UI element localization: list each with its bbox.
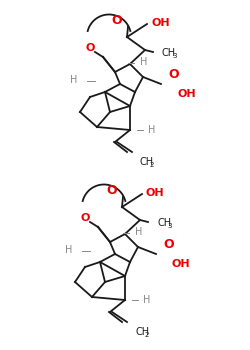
Text: OH: OH [146,188,165,198]
Text: CH: CH [135,327,149,337]
Text: OH: OH [151,18,170,28]
Text: O: O [112,14,122,28]
Text: 2: 2 [145,332,150,338]
Text: OH: OH [172,259,191,269]
Text: OH: OH [177,89,196,99]
Text: O: O [169,69,179,82]
Text: H: H [64,245,72,255]
Text: 2: 2 [150,162,154,168]
Text: CH: CH [162,48,176,58]
Text: H: H [140,57,147,67]
Text: H: H [70,75,77,85]
Text: 3: 3 [172,53,176,59]
Text: O: O [107,184,117,197]
Text: O: O [85,43,95,53]
Text: H: H [135,227,142,237]
Text: O: O [80,213,90,223]
Text: CH: CH [157,218,171,228]
Text: H: H [148,125,156,135]
Text: CH: CH [140,157,154,167]
Text: 3: 3 [167,223,172,229]
Text: H: H [143,295,150,305]
Text: O: O [164,238,174,252]
